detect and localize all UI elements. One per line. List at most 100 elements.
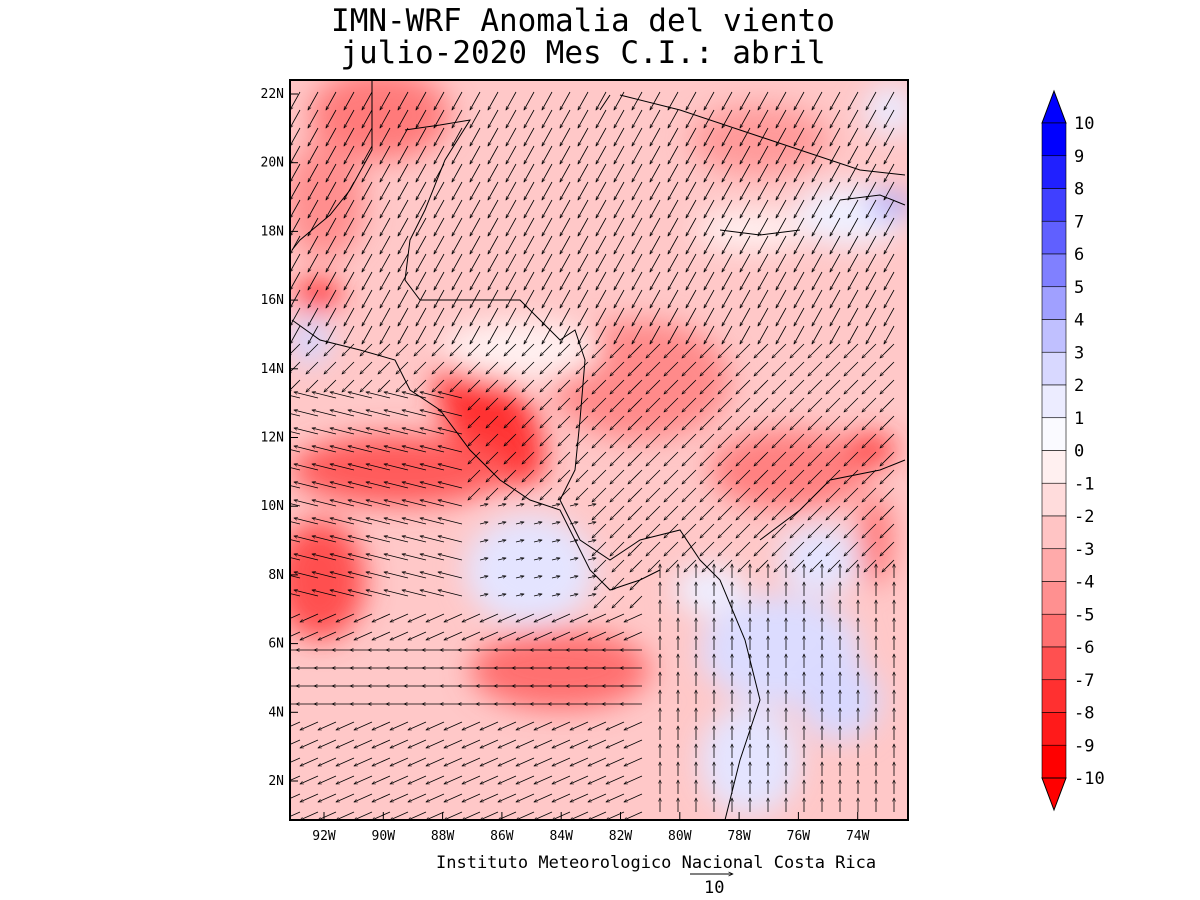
wind-vector [703, 91, 715, 110]
wind-vector [569, 594, 578, 596]
wind-vector [541, 235, 553, 254]
colorbar-label: -8 [1074, 704, 1094, 724]
wind-vector [757, 109, 769, 128]
wind-vector [721, 325, 733, 344]
wind-vector [307, 307, 319, 326]
wind-vector [610, 397, 625, 412]
wind-vector [790, 433, 805, 448]
wind-vector [628, 361, 643, 376]
wind-vector [721, 271, 733, 290]
colorbar-segment [1041, 155, 1067, 189]
wind-vector [865, 271, 877, 290]
colorbar-label: -2 [1074, 507, 1094, 527]
map-title-line1: IMN-WRF Anomalia del viento [331, 3, 835, 39]
wind-vector [754, 451, 769, 466]
wind-vector [294, 410, 319, 417]
wind-vector [415, 109, 427, 128]
wind-vector [862, 451, 877, 466]
wind-vector [790, 523, 805, 538]
wind-vector [865, 235, 877, 254]
wind-vector [828, 559, 841, 572]
wind-vector [540, 343, 553, 356]
wind-vector [438, 554, 463, 561]
wind-vector [420, 572, 445, 579]
wind-vector [880, 397, 895, 412]
wind-vector [829, 109, 841, 128]
wind-vector [736, 469, 751, 484]
wind-vector [290, 199, 301, 218]
wind-vector [569, 540, 578, 542]
wind-vector [559, 307, 571, 326]
wind-vector [880, 361, 895, 376]
wind-vector [718, 469, 733, 484]
wind-vector [325, 235, 337, 254]
wind-vector [330, 572, 355, 579]
wind-vector [826, 343, 841, 358]
wind-vector [469, 199, 481, 218]
wind-vector [451, 91, 463, 110]
wind-vector [739, 109, 751, 128]
wind-vector [330, 464, 355, 471]
colorbar-label: 7 [1074, 212, 1084, 232]
wind-vector [468, 451, 481, 464]
wind-vector [290, 467, 301, 471]
wind-vector [790, 415, 805, 430]
wind-vector [592, 487, 607, 502]
wind-vector [343, 91, 355, 110]
wind-vector [384, 572, 409, 579]
wind-vector [826, 505, 841, 520]
wind-vector [595, 289, 607, 308]
wind-vector [343, 289, 355, 308]
wind-vector [631, 289, 643, 308]
wind-vector [522, 433, 535, 446]
wind-vector [811, 91, 823, 110]
wind-vector [540, 487, 553, 500]
colorbar-segment [1041, 712, 1067, 746]
wind-vector [649, 325, 661, 344]
wind-vector [775, 145, 787, 164]
wind-vector [808, 361, 823, 376]
wind-vector [397, 91, 409, 110]
wind-vector [739, 253, 751, 272]
wind-vector [505, 145, 517, 164]
colorbar-label: 0 [1074, 442, 1084, 462]
wind-vector [325, 289, 337, 308]
wind-vector [664, 523, 679, 538]
wind-vector [576, 469, 589, 482]
wind-vector [772, 397, 787, 412]
wind-vector [290, 413, 301, 417]
wind-vector [649, 163, 661, 182]
wind-vector [290, 181, 301, 200]
wind-vector [486, 415, 499, 428]
wind-vector [384, 482, 409, 489]
wind-vector [451, 271, 463, 290]
wind-vector [551, 558, 560, 560]
wind-vector [343, 127, 355, 146]
wind-vector [487, 145, 499, 164]
wind-vector [342, 343, 355, 356]
wind-vector [487, 271, 499, 290]
wind-vector [325, 217, 337, 236]
wind-vector [486, 451, 499, 464]
wind-vector [667, 325, 679, 344]
wind-vector [865, 127, 877, 146]
wind-vector [366, 392, 391, 399]
wind-vector [468, 361, 481, 374]
wind-vector [343, 163, 355, 182]
colorbar-bottom-arrow [1041, 777, 1067, 812]
wind-vector [378, 343, 391, 356]
wind-vector [772, 469, 787, 484]
wind-vector [361, 307, 373, 326]
wind-vector [664, 343, 679, 358]
wind-vector [378, 361, 391, 374]
wind-vector [587, 540, 596, 542]
wind-vector [718, 415, 733, 430]
wind-vector [462, 613, 481, 623]
wind-vector [468, 379, 481, 392]
wind-vector [718, 487, 733, 502]
wind-vector [865, 109, 877, 128]
wind-vector [294, 392, 319, 399]
wind-vector [541, 109, 553, 128]
wind-vector [551, 522, 560, 524]
